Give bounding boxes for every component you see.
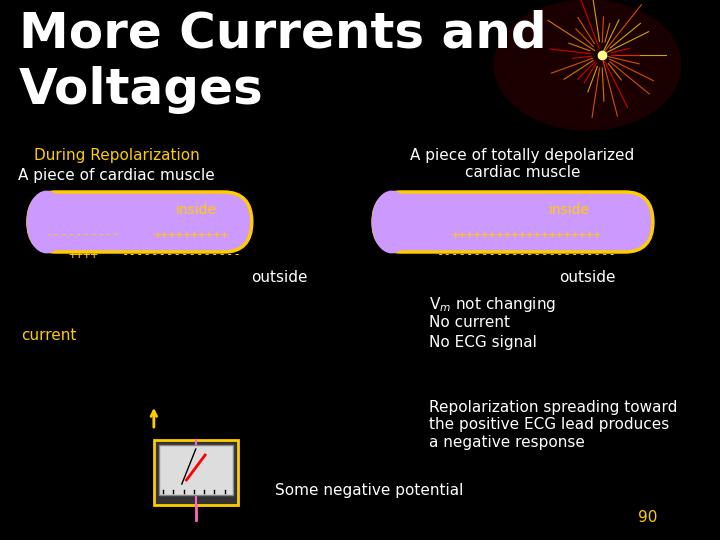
Text: ------------------------: ------------------------ <box>437 248 617 261</box>
FancyBboxPatch shape <box>28 192 252 252</box>
Text: During Repolarization: During Repolarization <box>34 148 199 163</box>
Text: current: current <box>21 327 76 342</box>
Text: outside: outside <box>559 270 616 285</box>
Ellipse shape <box>373 192 410 252</box>
Text: A piece of cardiac muscle: A piece of cardiac muscle <box>18 168 215 183</box>
FancyBboxPatch shape <box>158 445 233 495</box>
Text: ++++++++++++++++++++: ++++++++++++++++++++ <box>452 228 602 241</box>
FancyBboxPatch shape <box>154 440 238 505</box>
Ellipse shape <box>495 0 681 130</box>
Text: ----------: ---------- <box>46 228 122 241</box>
Ellipse shape <box>28 192 66 252</box>
Text: inside: inside <box>549 203 590 217</box>
Text: V$_m$ not changing: V$_m$ not changing <box>429 295 556 314</box>
FancyBboxPatch shape <box>373 192 653 252</box>
Text: inside: inside <box>175 203 216 217</box>
Text: ++++: ++++ <box>69 248 99 261</box>
Text: More Currents and
Voltages: More Currents and Voltages <box>19 10 546 113</box>
Text: No current: No current <box>429 315 510 330</box>
Text: outside: outside <box>251 270 308 285</box>
Text: ----------------: ---------------- <box>122 248 242 261</box>
Text: 90: 90 <box>638 510 657 525</box>
Text: Repolarization spreading toward
the positive ECG lead produces
a negative respon: Repolarization spreading toward the posi… <box>429 400 678 450</box>
Text: No ECG signal: No ECG signal <box>429 335 537 350</box>
Text: A piece of totally depolarized
cardiac muscle: A piece of totally depolarized cardiac m… <box>410 148 634 180</box>
Text: ++++++++++: ++++++++++ <box>153 228 229 241</box>
Text: Some negative potential: Some negative potential <box>275 483 464 497</box>
